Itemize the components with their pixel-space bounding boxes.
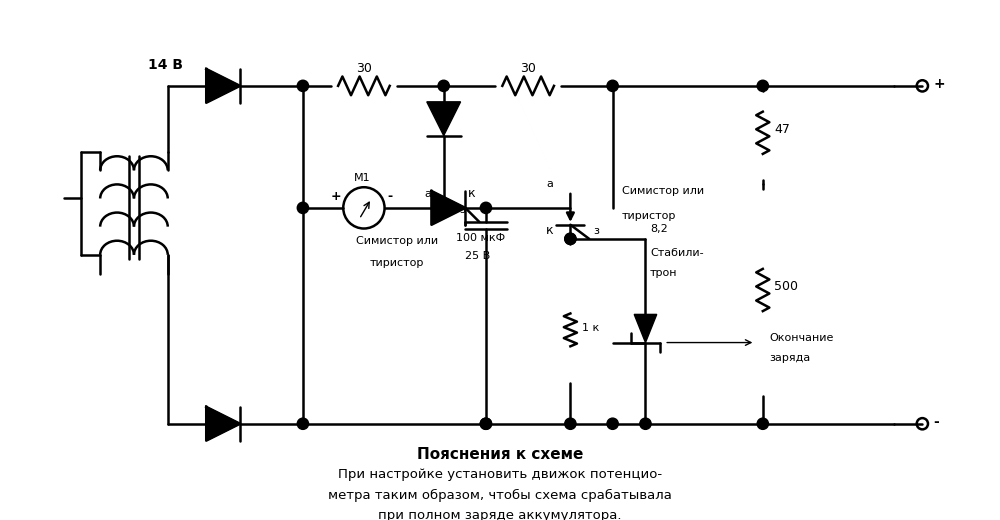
Circle shape [565, 233, 576, 244]
Text: тиристор: тиристор [622, 211, 676, 221]
Text: -: - [934, 415, 939, 429]
Circle shape [480, 418, 492, 430]
Text: а: а [424, 189, 431, 199]
Text: +: + [934, 77, 945, 91]
Text: Симистор или: Симистор или [622, 186, 704, 196]
Text: 100 мкФ: 100 мкФ [456, 233, 505, 243]
Circle shape [438, 80, 449, 92]
Text: метра таким образом, чтобы схема срабатывала: метра таким образом, чтобы схема срабаты… [328, 488, 672, 502]
Circle shape [297, 202, 309, 214]
Text: +: + [330, 190, 341, 203]
Circle shape [757, 418, 768, 430]
Text: При настройке установить движок потенцио-: При настройке установить движок потенцио… [338, 468, 662, 481]
Text: 500: 500 [774, 280, 798, 293]
Text: к: к [546, 224, 554, 237]
Circle shape [297, 80, 309, 92]
Circle shape [607, 80, 618, 92]
Circle shape [480, 418, 492, 430]
Text: 1 к: 1 к [582, 323, 599, 333]
Text: 47: 47 [774, 123, 790, 136]
Circle shape [640, 418, 651, 430]
Text: з: з [594, 226, 600, 236]
Text: трон: трон [650, 268, 678, 278]
Circle shape [757, 80, 768, 92]
Text: Стабили-: Стабили- [650, 248, 704, 258]
Circle shape [565, 418, 576, 430]
Polygon shape [206, 69, 240, 103]
Text: к: к [468, 187, 476, 200]
Polygon shape [634, 315, 657, 343]
Polygon shape [427, 102, 461, 136]
Text: Пояснения к схеме: Пояснения к схеме [417, 447, 583, 462]
Text: -: - [388, 190, 393, 203]
Text: заряда: заряда [769, 353, 811, 363]
Polygon shape [431, 191, 465, 225]
Circle shape [565, 233, 576, 244]
Text: Симистор или: Симистор или [356, 236, 438, 245]
Text: 30: 30 [356, 62, 372, 75]
Circle shape [297, 418, 309, 430]
Text: з: з [459, 204, 465, 215]
Circle shape [480, 202, 492, 214]
Text: 30: 30 [520, 62, 536, 75]
Text: 25 В: 25 В [465, 252, 491, 262]
Text: Окончание: Окончание [769, 333, 834, 343]
Text: тиристор: тиристор [370, 258, 424, 268]
Text: а: а [546, 179, 553, 189]
Text: при полном заряде аккумулятора.: при полном заряде аккумулятора. [378, 509, 622, 520]
Circle shape [438, 202, 449, 214]
Text: 14 В: 14 В [148, 58, 183, 72]
Text: М1: М1 [354, 173, 370, 183]
Circle shape [438, 202, 449, 214]
Text: 8,2: 8,2 [650, 224, 668, 235]
Circle shape [607, 418, 618, 430]
Polygon shape [206, 407, 240, 440]
